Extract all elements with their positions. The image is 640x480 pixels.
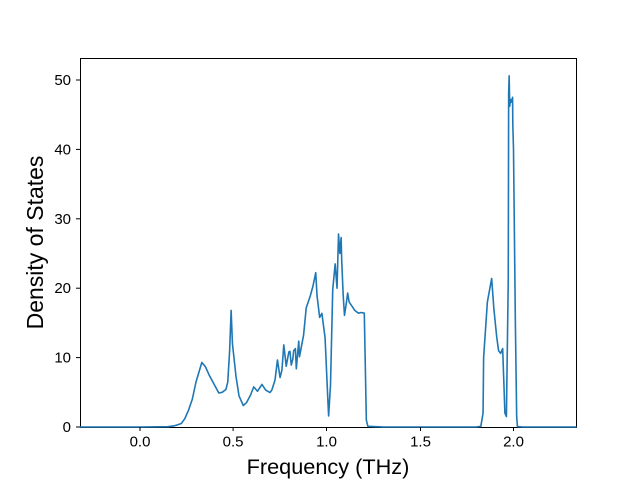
svg-text:2.0: 2.0: [503, 434, 524, 451]
svg-text:10: 10: [54, 350, 71, 367]
svg-text:40: 40: [54, 141, 71, 158]
svg-text:1.5: 1.5: [410, 434, 431, 451]
svg-text:1.0: 1.0: [316, 434, 337, 451]
svg-text:0.5: 0.5: [223, 434, 244, 451]
svg-text:Density of States: Density of States: [22, 156, 48, 330]
svg-text:20: 20: [54, 280, 71, 297]
svg-text:Frequency (THz): Frequency (THz): [247, 454, 410, 479]
svg-text:0.0: 0.0: [130, 434, 151, 451]
svg-text:0: 0: [63, 419, 71, 436]
svg-text:50: 50: [54, 72, 71, 89]
svg-text:30: 30: [54, 211, 71, 228]
